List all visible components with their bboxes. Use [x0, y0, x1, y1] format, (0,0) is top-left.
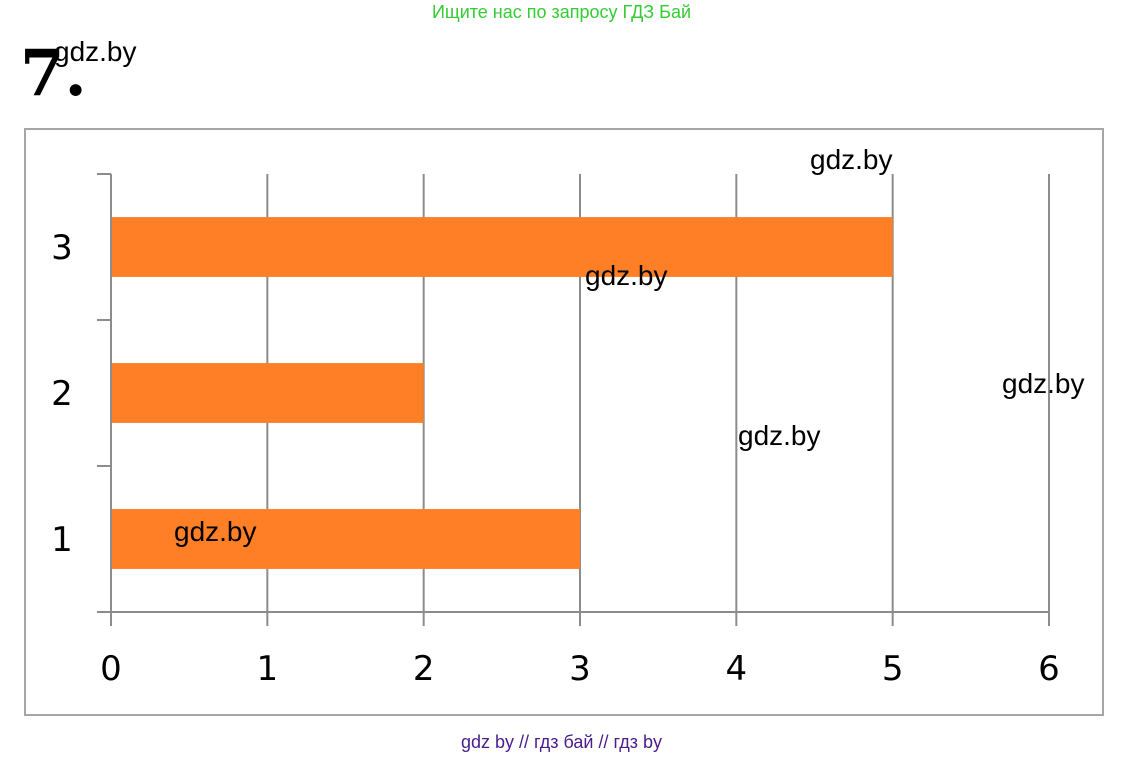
x-tick-label: 5 — [882, 649, 904, 689]
watermark: gdz.by — [738, 420, 821, 451]
y-tick-label: 3 — [51, 228, 73, 268]
watermark: gdz.by — [54, 36, 137, 67]
bar — [111, 217, 893, 277]
watermark: gdz.by — [174, 516, 257, 547]
x-tick-label: 2 — [413, 649, 435, 689]
task-number: 7. — [20, 36, 87, 111]
y-tick-label: 1 — [51, 520, 73, 560]
y-tick-label: 2 — [51, 374, 73, 414]
bar — [111, 363, 424, 423]
x-tick-label: 4 — [726, 649, 748, 689]
top-banner: Ищите нас по запросу ГДЗ Бай — [431, 2, 692, 22]
x-tick-label: 0 — [100, 649, 122, 689]
bar — [111, 509, 580, 569]
x-tick-label: 6 — [1038, 649, 1060, 689]
x-tick-label: 1 — [257, 649, 279, 689]
x-tick-label: 3 — [569, 649, 591, 689]
footer-links: gdz by // гдз бай // гдз by — [460, 732, 663, 752]
watermark: gdz.by — [810, 144, 893, 175]
watermark: gdz.by — [1002, 368, 1085, 399]
watermark: gdz.by — [585, 260, 668, 291]
